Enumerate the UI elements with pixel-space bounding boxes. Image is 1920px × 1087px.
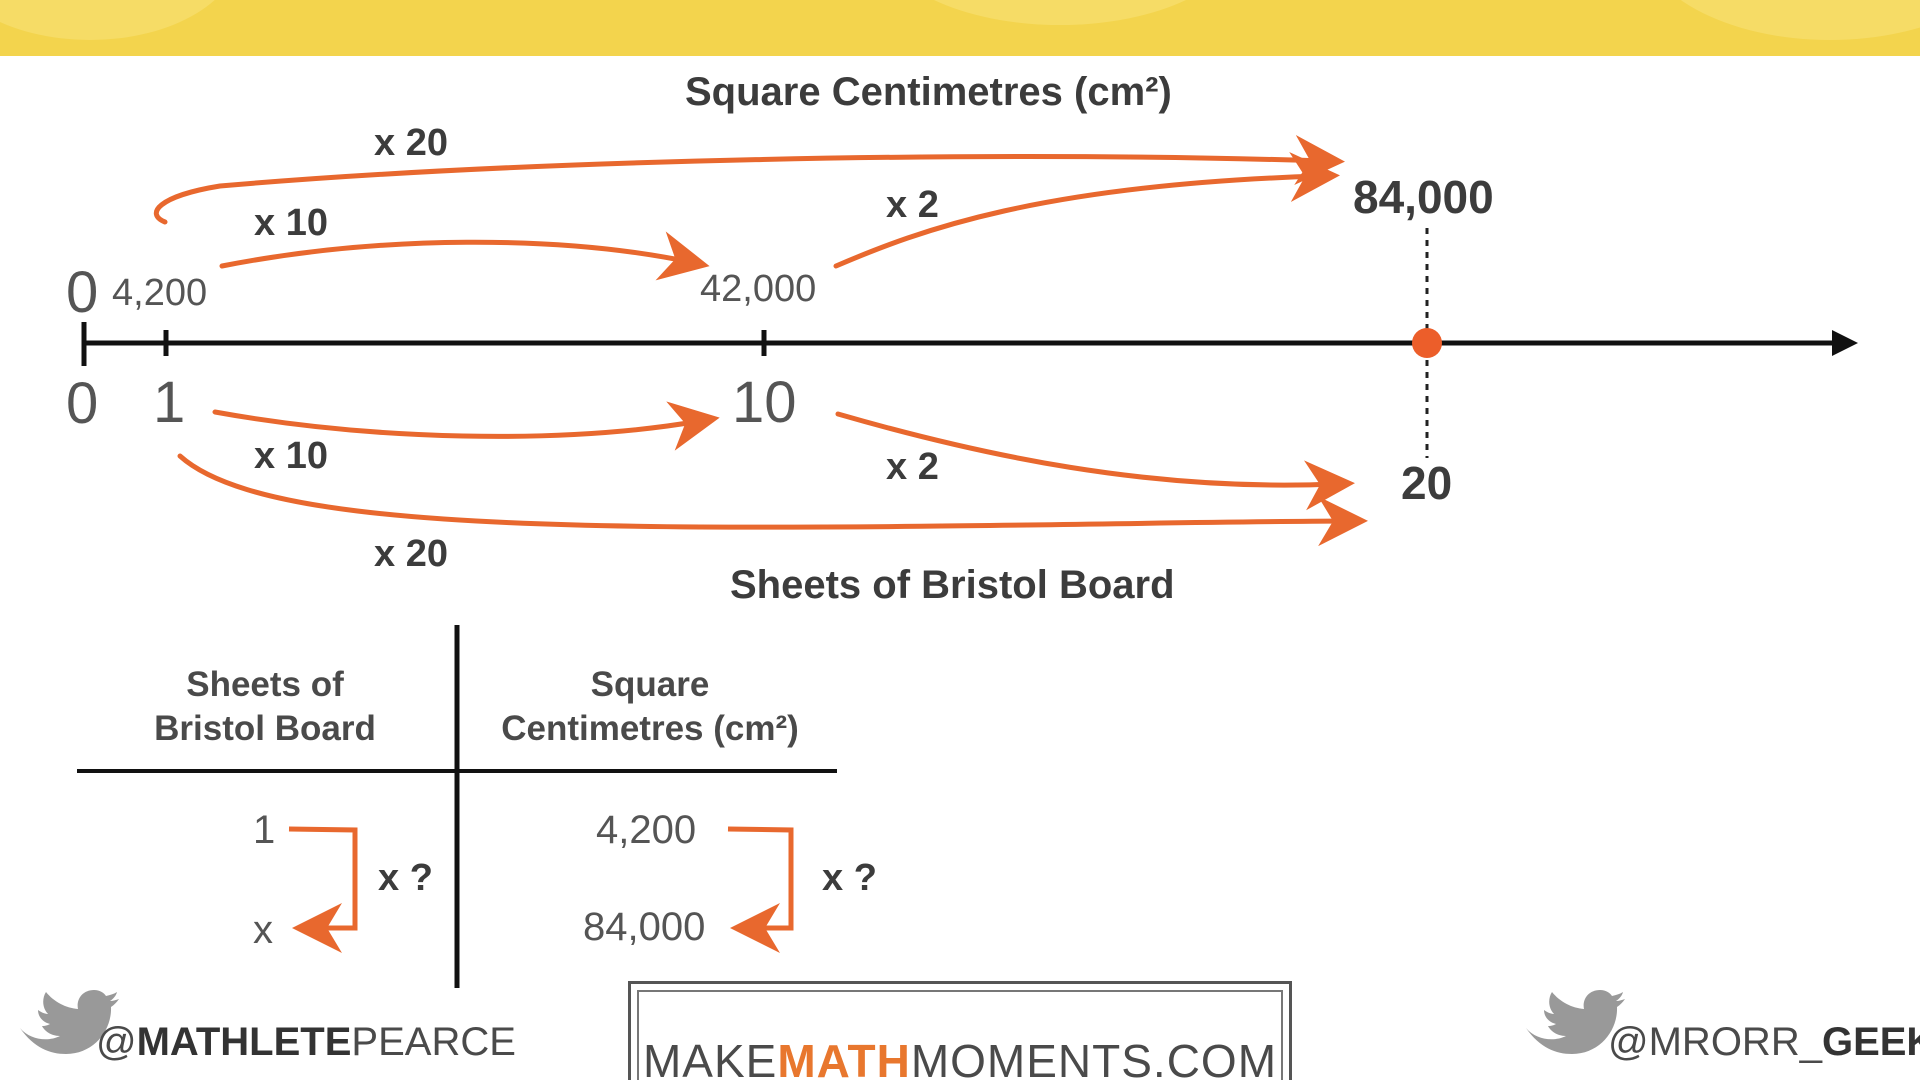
left-handle-rest: PEARCE: [351, 1020, 516, 1064]
bracket-arrow-col2: [727, 826, 794, 953]
table-col1-row1: 1: [253, 808, 276, 852]
number-line-arrowhead: [1832, 330, 1858, 356]
top-op-x10: x 10: [254, 202, 328, 244]
top-label-twenty: 84,000: [1353, 171, 1494, 223]
arrow-top-x2: [833, 151, 1340, 269]
right-handle-pre: @MRORR_: [1608, 1020, 1822, 1064]
table-op-col2: x ?: [822, 857, 877, 899]
bottom-label-zero: 0: [66, 371, 99, 436]
twitter-bird-icon: [20, 990, 119, 1054]
bottom-op-x10: x 10: [254, 435, 328, 477]
bottom-label-one: 1: [153, 370, 186, 435]
arrow-top-x20: [153, 135, 1345, 225]
arrow-bottom-x20: [177, 453, 1368, 547]
table-op-col1: x ?: [378, 857, 433, 899]
top-label-zero: 0: [66, 260, 99, 325]
right-handle-bold: GEEK: [1821, 1020, 1920, 1064]
brand-url[interactable]: MAKEMATHMOMENTS.COM: [0, 1038, 1920, 1084]
brand-accent: MATH: [777, 1035, 911, 1087]
bottom-op-x2: x 2: [886, 446, 939, 488]
table-col2-row1: 4,200: [596, 808, 697, 852]
table-header-sheets: Sheets of Bristol Board: [154, 665, 376, 748]
top-op-x2: x 2: [886, 184, 939, 226]
point-twenty: [1412, 328, 1442, 358]
left-handle-at: @: [96, 1020, 137, 1064]
top-line-title: Square Centimetres (cm²): [685, 70, 1172, 114]
top-banner: [0, 0, 1920, 56]
bottom-label-ten: 10: [732, 370, 797, 435]
bottom-label-twenty: 20: [1401, 457, 1453, 509]
arrow-top-x10: [219, 231, 710, 281]
top-label-one: 4,200: [112, 272, 208, 314]
left-handle-bold: MATHLETE: [136, 1020, 352, 1064]
twitter-bird-icon: [1526, 990, 1625, 1054]
right-twitter-handle[interactable]: @MRORR_GEEK: [1608, 1022, 1920, 1062]
bottom-line-title: Sheets of Bristol Board: [730, 563, 1175, 607]
brand-frame-inner: [637, 990, 1283, 1080]
table-col2-row2: 84,000: [583, 905, 706, 949]
table-header-square-cm: Square Centimetres (cm²): [501, 665, 799, 748]
left-twitter-handle[interactable]: @MATHLETEPEARCE: [96, 1022, 516, 1062]
bottom-op-x20: x 20: [374, 533, 448, 575]
table-col1-row2: x: [253, 908, 273, 952]
arrow-bottom-x10: [212, 401, 720, 451]
brand-pre: MAKE: [642, 1035, 778, 1087]
arrow-bottom-x2: [835, 411, 1355, 511]
brand-frame: [628, 981, 1292, 1080]
bracket-arrow-col1: [288, 826, 358, 953]
top-op-x20: x 20: [374, 122, 448, 164]
brand-post: MOMENTS.COM: [910, 1035, 1278, 1087]
top-label-ten: 42,000: [700, 268, 817, 310]
